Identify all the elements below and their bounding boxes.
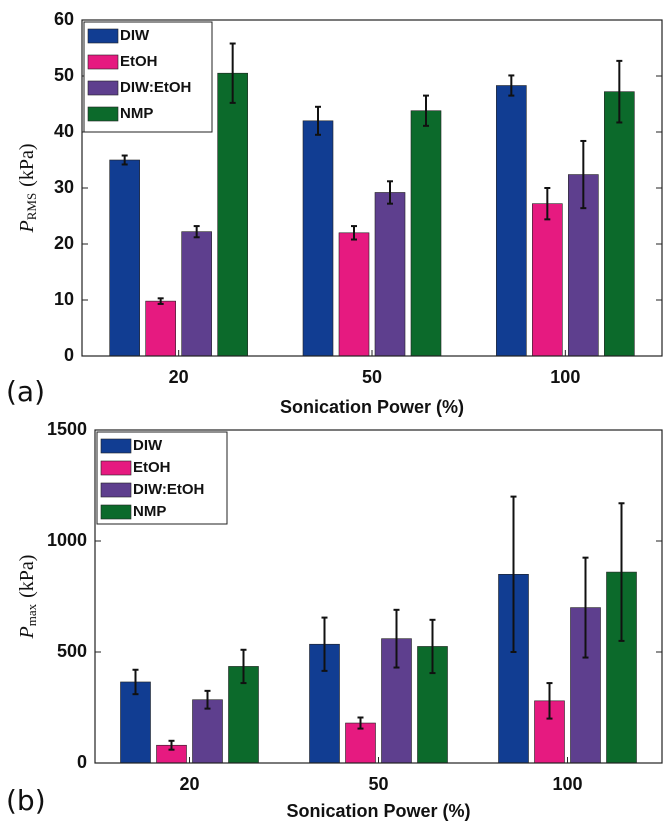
y-axis-label: PRMS (kPa) — [16, 143, 39, 233]
legend-label: EtOH — [133, 459, 171, 476]
y-label-subscript: RMS — [24, 193, 39, 220]
legend-swatch — [87, 54, 119, 70]
legend: DIW EtOH DIW:EtOH NMP — [83, 21, 213, 133]
bar — [338, 232, 370, 357]
error-bar — [357, 716, 364, 730]
y-tick-label: 60 — [54, 9, 74, 29]
legend-label: NMP — [120, 105, 153, 122]
error-bar — [580, 139, 587, 210]
chart-panel: 0 10 20 30 40 50 60 20 50 100 DIW EtOH DIW:EtOH NMP So… — [6, 9, 663, 417]
y-tick-label: 500 — [57, 641, 87, 661]
legend-swatch — [87, 80, 119, 96]
legend-label: EtOH — [120, 53, 158, 70]
x-tick-label: 100 — [550, 367, 580, 387]
bar — [532, 203, 563, 357]
y-tick-label: 20 — [54, 233, 74, 253]
legend: DIW EtOH DIW:EtOH NMP — [96, 431, 228, 525]
legend-label: DIW — [120, 27, 150, 44]
y-label-symbol: P — [16, 220, 38, 233]
bar — [410, 110, 442, 357]
error-bar — [546, 682, 553, 720]
x-tick-label: 50 — [368, 774, 388, 794]
legend-label: DIW — [133, 437, 163, 454]
bar — [192, 699, 223, 764]
error-bar — [616, 59, 623, 124]
legend-swatch — [87, 28, 119, 44]
bar — [145, 300, 176, 357]
error-bar — [193, 225, 200, 239]
error-bar — [618, 502, 625, 642]
error-bar — [510, 495, 517, 653]
legend-label: DIW:EtOH — [120, 79, 191, 96]
error-bar — [168, 739, 175, 751]
y-axis-label: Pmax (kPa) — [16, 555, 39, 640]
chart-panel: 0 500 1000 1500 20 50 100 DIW EtOH DIW:EtOH NMP Son… — [6, 419, 663, 821]
bar — [120, 681, 151, 764]
error-bar — [157, 297, 164, 305]
error-bar — [121, 154, 128, 166]
legend-swatch — [87, 106, 119, 122]
panel-label: (b) — [6, 784, 46, 817]
error-bar — [387, 180, 393, 205]
y-tick-label: 1500 — [47, 419, 87, 439]
y-tick-label: 30 — [54, 177, 74, 197]
error-bar — [132, 668, 139, 696]
panel-label: (a) — [6, 375, 45, 408]
y-tick-label: 40 — [54, 121, 74, 141]
y-tick-label: 10 — [54, 289, 74, 309]
bar — [109, 159, 140, 357]
error-bar — [429, 618, 436, 675]
x-axis-label: Sonication Power (%) — [286, 801, 470, 821]
error-bar — [229, 42, 236, 104]
legend-swatch — [100, 504, 132, 520]
y-tick-label: 1000 — [47, 530, 87, 550]
bar — [496, 85, 527, 357]
error-bar — [582, 556, 589, 659]
y-tick-label: 50 — [54, 65, 74, 85]
bar — [345, 722, 376, 764]
bar — [374, 192, 406, 357]
bar — [217, 72, 248, 357]
y-tick-label: 0 — [77, 752, 87, 772]
bar — [302, 120, 334, 357]
legend-label: DIW:EtOH — [133, 481, 204, 498]
error-bar — [204, 689, 211, 710]
y-label-subscript: max — [24, 603, 39, 626]
error-bar — [240, 648, 247, 685]
legend-swatch — [100, 460, 132, 476]
y-tick-label: 0 — [64, 345, 74, 365]
bar — [181, 231, 212, 357]
x-tick-label: 50 — [362, 367, 382, 387]
plot-frame — [94, 429, 663, 764]
error-bar — [508, 74, 515, 97]
legend-swatch — [100, 482, 132, 498]
x-tick-label: 20 — [169, 367, 189, 387]
x-tick-label: 20 — [179, 774, 199, 794]
bar — [604, 91, 635, 357]
y-label-unit: (kPa) — [16, 555, 38, 598]
x-tick-label: 100 — [552, 774, 582, 794]
plot-frame — [81, 19, 663, 357]
x-axis-label: Sonication Power (%) — [280, 397, 464, 417]
error-bar — [351, 225, 357, 241]
legend-label: NMP — [133, 503, 166, 520]
y-label-unit: (kPa) — [16, 143, 38, 186]
error-bar — [321, 616, 328, 672]
legend-swatch — [100, 438, 132, 454]
error-bar — [315, 105, 321, 136]
error-bar — [423, 94, 429, 127]
y-label-symbol: P — [16, 626, 38, 639]
error-bar — [393, 608, 400, 669]
error-bar — [544, 187, 551, 221]
